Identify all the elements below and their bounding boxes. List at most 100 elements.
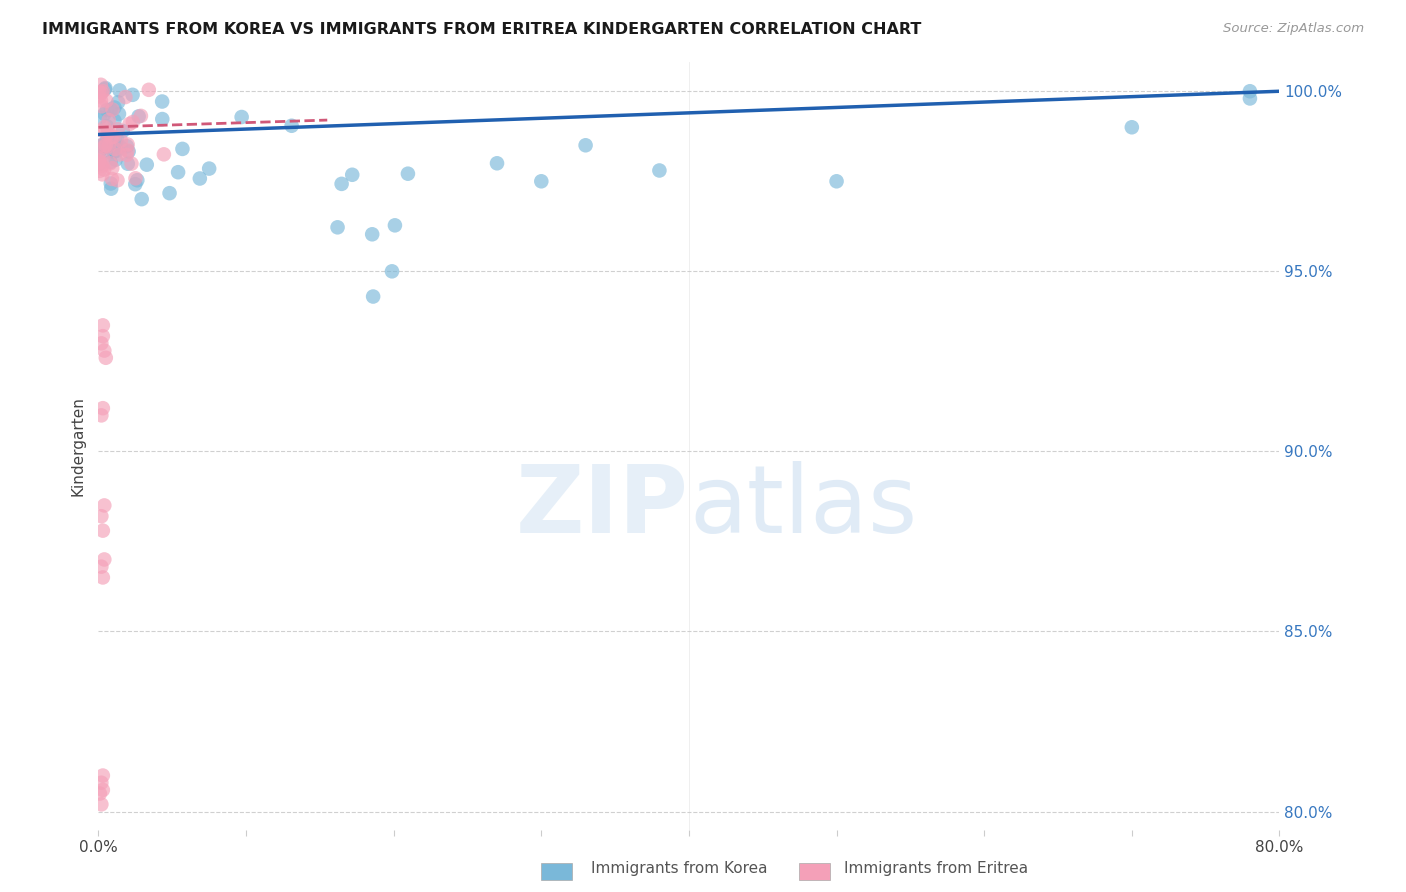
Point — [94, 138, 117, 153]
Point — [396, 167, 419, 181]
Point — [93, 499, 115, 513]
Point — [110, 134, 132, 148]
Point — [90, 159, 112, 173]
Point — [93, 140, 115, 154]
Point — [89, 155, 111, 169]
Point — [90, 559, 112, 574]
Point — [100, 155, 122, 169]
Point — [91, 167, 114, 181]
Point — [114, 90, 136, 104]
Point — [342, 168, 364, 182]
Point — [98, 156, 121, 170]
Point — [91, 329, 114, 343]
Point — [93, 120, 115, 135]
Point — [90, 99, 112, 113]
Point — [108, 107, 131, 121]
Point — [1239, 84, 1261, 98]
Point — [89, 89, 111, 103]
Point — [121, 156, 143, 170]
Point — [90, 94, 112, 108]
Point — [91, 524, 114, 538]
Text: IMMIGRANTS FROM KOREA VS IMMIGRANTS FROM ERITREA KINDERGARTEN CORRELATION CHART: IMMIGRANTS FROM KOREA VS IMMIGRANTS FROM… — [42, 22, 921, 37]
Point — [97, 145, 120, 159]
Point — [1121, 120, 1143, 135]
Text: ZIP: ZIP — [516, 461, 689, 553]
Point — [188, 171, 211, 186]
Point — [105, 136, 128, 151]
Point — [89, 164, 111, 178]
Point — [93, 343, 115, 358]
Point — [1239, 91, 1261, 105]
Point — [97, 126, 120, 140]
Point — [104, 139, 127, 153]
Point — [105, 144, 128, 158]
Point — [104, 153, 127, 167]
Point — [90, 336, 112, 351]
Text: Source: ZipAtlas.com: Source: ZipAtlas.com — [1223, 22, 1364, 36]
Point — [101, 172, 124, 186]
Point — [89, 154, 111, 169]
Point — [94, 81, 117, 95]
Point — [131, 192, 153, 206]
Point — [89, 152, 111, 166]
Point — [90, 78, 112, 92]
Point — [117, 145, 139, 159]
Point — [107, 173, 129, 187]
Point — [124, 171, 146, 186]
Point — [122, 115, 145, 129]
Point — [108, 83, 131, 97]
Point — [138, 83, 160, 97]
Point — [101, 161, 124, 176]
Point — [117, 157, 139, 171]
Point — [94, 351, 117, 365]
Point — [575, 138, 598, 153]
Text: Immigrants from Eritrea: Immigrants from Eritrea — [844, 861, 1028, 876]
Point — [118, 117, 141, 131]
Point — [90, 138, 112, 153]
Point — [90, 797, 112, 812]
Point — [97, 139, 120, 153]
Point — [90, 776, 112, 790]
Point — [100, 177, 122, 191]
Point — [115, 148, 138, 162]
Point — [91, 151, 114, 165]
Point — [90, 409, 112, 423]
Point — [101, 103, 124, 117]
Point — [91, 570, 114, 584]
Point — [100, 182, 122, 196]
Point — [91, 137, 114, 152]
Point — [93, 107, 115, 121]
Point — [93, 552, 115, 566]
Point — [231, 110, 253, 124]
Point — [648, 163, 671, 178]
Point — [100, 130, 122, 145]
Text: atlas: atlas — [689, 461, 917, 553]
Point — [159, 186, 181, 201]
Point — [104, 142, 127, 156]
Point — [127, 173, 149, 187]
Point — [121, 87, 143, 102]
Point — [89, 787, 111, 801]
Point — [486, 156, 509, 170]
Y-axis label: Kindergarten: Kindergarten — [70, 396, 86, 496]
Point — [128, 109, 150, 123]
Text: Immigrants from Korea: Immigrants from Korea — [591, 861, 768, 876]
Point — [105, 132, 128, 146]
Point — [107, 122, 129, 136]
Point — [150, 112, 173, 126]
Point — [97, 113, 120, 128]
Point — [91, 768, 114, 782]
Point — [90, 86, 112, 100]
Point — [103, 101, 125, 115]
Point — [89, 111, 111, 125]
Point — [111, 124, 134, 138]
Point — [91, 783, 114, 797]
Point — [91, 401, 114, 416]
Point — [124, 177, 146, 191]
Point — [172, 142, 194, 156]
Point — [100, 103, 122, 117]
Point — [530, 174, 553, 188]
Point — [135, 158, 157, 172]
Point — [117, 144, 139, 158]
Point — [117, 137, 139, 152]
